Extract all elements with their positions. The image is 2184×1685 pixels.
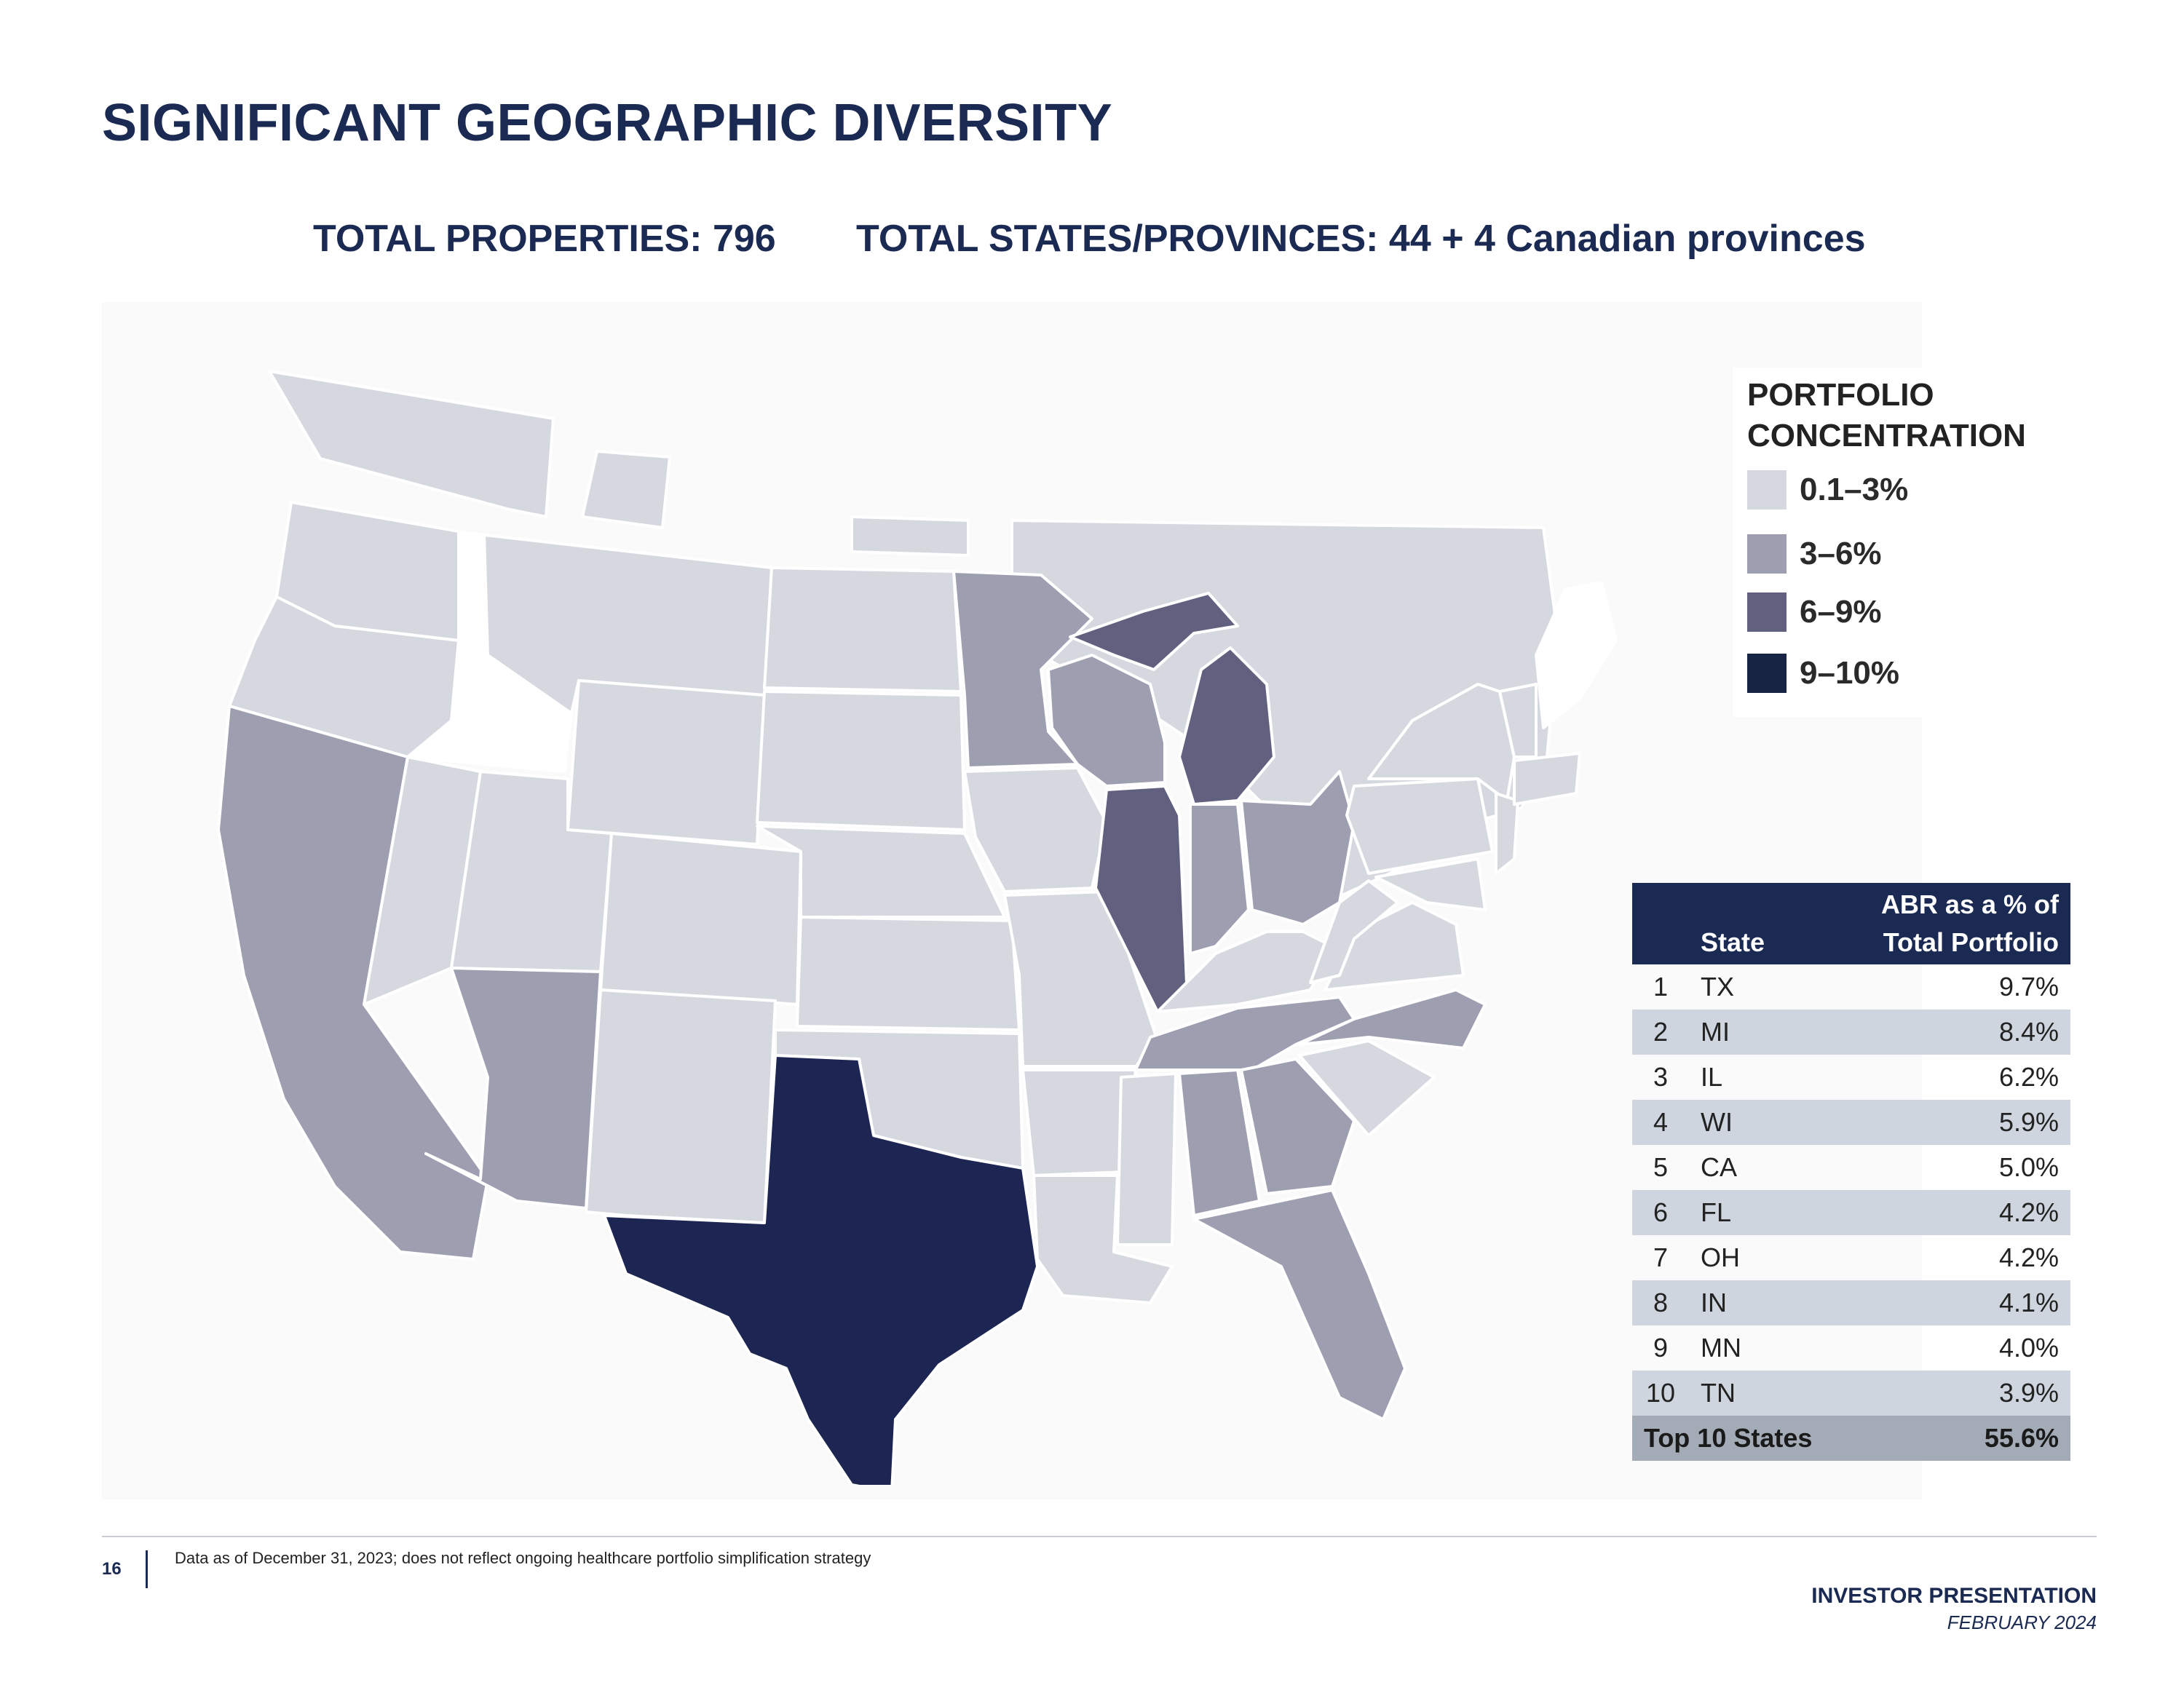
state-GA: [1240, 1058, 1356, 1195]
state-IA: [963, 766, 1108, 893]
state-AL: [1178, 1069, 1261, 1217]
legend: PORTFOLIO CONCENTRATION 0.1–3% 3–6% 6–9%…: [1733, 368, 2046, 717]
state-SC: [1298, 1039, 1436, 1137]
legend-item: 3–6%: [1747, 534, 1882, 574]
table-row: 1 TX 9.7%: [1653, 972, 2059, 1002]
state-MD-DE: [1374, 857, 1487, 911]
state-SD: [756, 690, 966, 831]
rank-header: [1632, 883, 1689, 964]
table-row: 9 MN 4.0%: [1653, 1333, 2059, 1363]
state-MN: [952, 570, 1093, 769]
state-KS: [796, 916, 1021, 1031]
canada-region: [850, 515, 970, 557]
page-number: 16: [102, 1559, 122, 1579]
state-OH: [1240, 770, 1356, 926]
total-value: 55.6%: [1842, 1416, 2070, 1461]
us-map: [217, 370, 1618, 1485]
state-NC: [1298, 988, 1487, 1050]
canada-region: [581, 450, 671, 529]
total-label: Top 10 States: [1632, 1416, 1843, 1461]
canada-region: [268, 370, 555, 518]
state-MI: [1069, 592, 1239, 671]
state-NM: [585, 988, 777, 1224]
table-row: 7 OH 4.2%: [1653, 1242, 2059, 1272]
top-10-states-table: State ABR as a % of Total Portfolio 1 TX 9…: [1632, 883, 2070, 1461]
table-row: 5 CA 5.0%: [1653, 1152, 2059, 1182]
table-row: 8 IN 4.1%: [1632, 1280, 2070, 1325]
state-WV: [1309, 879, 1399, 984]
legend-title: PORTFOLIO CONCENTRATION: [1747, 377, 2026, 453]
state-TX: [603, 1054, 1039, 1485]
state-ND: [763, 566, 962, 693]
abr-header: ABR as a % of Total Portfolio: [1842, 883, 2070, 964]
state-NE: [756, 825, 1006, 919]
total-states-provinces: TOTAL STATES/PROVINCES: 44 + 4 Canadian …: [856, 218, 1866, 260]
state-header: State: [1689, 883, 1843, 964]
legend-item: 9–10%: [1747, 653, 1899, 694]
legend-item: 6–9%: [1747, 592, 1882, 633]
table-row: 3 IL 6.2%: [1653, 1062, 2059, 1092]
state-KY: [1156, 930, 1334, 1013]
table-row: 4 WI 5.9%: [1632, 1100, 2070, 1145]
legend-swatch: [1747, 534, 1787, 574]
state-FL: [1192, 1189, 1406, 1421]
table-header-row: State ABR as a % of Total Portfolio: [1632, 883, 2070, 964]
presentation-date: FEBRUARY 2024: [1947, 1611, 2097, 1633]
legend-swatch: [1747, 592, 1787, 632]
page-title: SIGNIFICANT GEOGRAPHIC DIVERSITY: [102, 94, 1113, 152]
table-row: 6 FL 4.2%: [1632, 1190, 2070, 1235]
legend-swatch: [1747, 654, 1787, 693]
table-row: 2 MI 8.4%: [1632, 1010, 2070, 1055]
total-properties: TOTAL PROPERTIES: 796: [313, 218, 776, 260]
legend-swatch: [1747, 470, 1787, 510]
state-ME: [1535, 581, 1618, 729]
state-IN: [1189, 803, 1250, 955]
table-total-row: Top 10 States 55.6%: [1632, 1416, 2070, 1461]
state-LA: [1032, 1174, 1174, 1304]
state-PA: [1345, 777, 1494, 875]
state-NJ: [1495, 792, 1519, 875]
state-WI: [1047, 654, 1166, 788]
presentation-label: INVESTOR PRESENTATION: [1811, 1584, 2097, 1608]
footer-separator: [146, 1550, 148, 1588]
footnote: Data as of December 31, 2023; does not r…: [175, 1549, 871, 1567]
table-row: 10 TN 3.9%: [1632, 1371, 2070, 1416]
state-CO: [599, 832, 802, 1006]
legend-item: 0.1–3%: [1747, 469, 1908, 510]
state-MS: [1116, 1072, 1177, 1246]
footer-divider: [102, 1536, 2097, 1537]
state-MA-CT-RI: [1513, 752, 1581, 806]
state-WY: [566, 679, 766, 846]
state-MI-lower: [1178, 646, 1275, 806]
